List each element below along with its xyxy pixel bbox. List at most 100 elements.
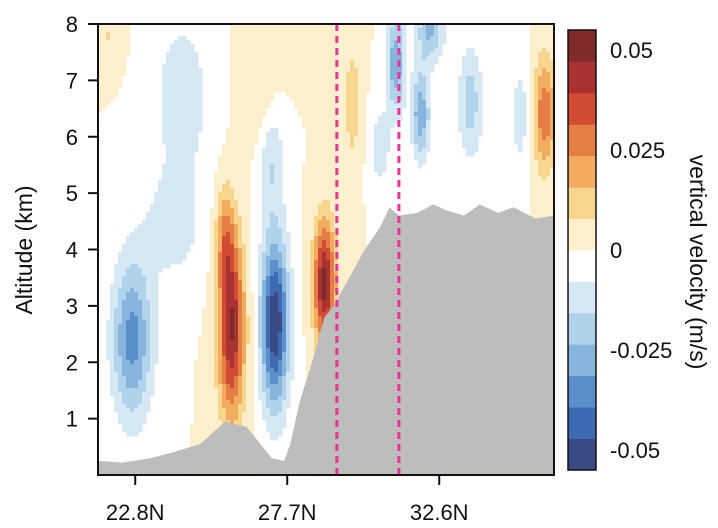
field-cell [270,204,275,209]
field-cell [134,296,139,301]
field-cell [122,256,127,261]
field-cell [318,100,323,105]
field-cell [258,84,263,89]
field-cell [190,140,195,145]
field-cell [330,60,335,65]
field-cell [250,336,255,341]
field-cell [142,408,147,413]
field-cell [218,344,223,349]
field-cell [242,176,247,181]
field-cell [238,28,243,33]
field-cell [130,244,135,249]
field-cell [362,44,367,49]
field-cell [122,36,127,41]
field-cell [186,212,191,217]
field-cell [254,28,259,33]
field-cell [142,356,147,361]
field-cell [222,264,227,269]
field-cell [222,360,227,365]
field-cell [326,268,331,273]
field-cell [194,76,199,81]
field-cell [218,352,223,357]
field-cell [210,312,215,317]
field-cell [174,228,179,233]
field-cell [338,288,343,293]
field-cell [246,120,251,125]
field-cell [114,408,119,413]
field-cell [270,252,275,257]
field-cell [106,64,111,69]
field-cell [194,128,199,133]
field-cell [338,44,343,49]
field-cell [130,368,135,373]
field-cell [226,228,231,233]
field-cell [206,396,211,401]
field-cell [138,276,143,281]
field-cell [334,56,339,61]
field-cell [242,204,247,209]
field-cell [202,348,207,353]
field-cell [242,216,247,221]
field-cell [330,176,335,181]
field-cell [238,120,243,125]
field-cell [318,240,323,245]
field-cell [146,328,151,333]
field-cell [310,200,315,205]
field-cell [306,220,311,225]
field-cell [306,280,311,285]
field-cell [350,24,355,29]
field-cell [274,404,279,409]
field-cell [322,212,327,217]
field-cell [182,156,187,161]
field-cell [314,340,319,345]
field-cell [278,260,283,265]
field-cell [158,260,163,265]
field-cell [254,64,259,69]
field-cell [238,76,243,81]
field-cell [302,68,307,73]
field-cell [166,108,171,113]
field-cell [234,64,239,69]
field-cell [234,276,239,281]
field-cell [338,280,343,285]
field-cell [278,284,283,289]
field-cell [294,56,299,61]
field-cell [254,60,259,65]
field-cell [166,72,171,77]
field-cell [138,296,143,301]
field-cell [318,36,323,41]
field-cell [290,284,295,289]
field-cell [274,32,279,37]
field-cell [230,268,235,273]
field-cell [130,416,135,421]
field-cell [190,112,195,117]
field-cell [342,52,347,57]
field-cell [106,76,111,81]
field-cell [310,208,315,213]
field-cell [146,400,151,405]
field-cell [270,268,275,273]
field-cell [246,388,251,393]
field-cell [242,392,247,397]
field-cell [162,264,167,269]
field-cell [190,192,195,197]
field-cell [262,68,267,73]
field-cell [262,104,267,109]
field-cell [274,332,279,337]
field-cell [170,248,175,253]
field-cell [126,376,131,381]
field-cell [322,220,327,225]
field-cell [230,320,235,325]
field-cell [106,348,111,353]
field-cell [286,296,291,301]
field-cell [290,292,295,297]
field-cell [110,360,115,365]
field-cell [314,240,319,245]
field-cell [250,48,255,53]
field-cell [170,44,175,49]
field-cell [214,176,219,181]
field-cell [346,28,351,33]
field-cell [210,220,215,225]
field-cell [230,216,235,221]
field-cell [242,296,247,301]
